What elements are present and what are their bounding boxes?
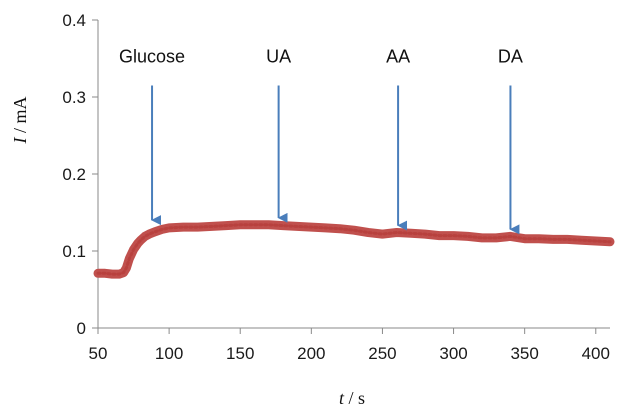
y-tick-label: 0.3 xyxy=(62,88,86,107)
x-tick-label: 300 xyxy=(439,344,467,363)
annotation-label: UA xyxy=(266,46,291,66)
x-axis-variable: t xyxy=(339,388,345,408)
y-tick-label: 0 xyxy=(77,319,86,338)
x-tick-label: 200 xyxy=(297,344,325,363)
x-tick-label: 250 xyxy=(368,344,396,363)
series-line-texture xyxy=(96,223,612,276)
annotation-label: Glucose xyxy=(119,46,185,66)
annotation-layer: Glucose UA AA DA xyxy=(119,46,523,235)
x-tick-label: 150 xyxy=(226,344,254,363)
y-axis-title: I / mA xyxy=(10,96,30,144)
x-axis-title: t / s xyxy=(339,388,365,408)
y-tick-label: 0.2 xyxy=(62,165,86,184)
y-axis-variable: I xyxy=(10,137,30,145)
y-axis-unit: / mA xyxy=(10,96,30,137)
x-tick-label: 400 xyxy=(582,344,610,363)
x-tick-label: 100 xyxy=(155,344,183,363)
annotation-label: AA xyxy=(386,46,410,66)
y-tick-label: 0.4 xyxy=(62,11,86,30)
series-line xyxy=(93,220,615,279)
y-ticks: 0 0.1 0.2 0.3 0.4 xyxy=(62,11,98,338)
x-tick-label: 50 xyxy=(89,344,108,363)
x-tick-label: 350 xyxy=(510,344,538,363)
y-tick-label: 0.1 xyxy=(62,242,86,261)
annotation-label: DA xyxy=(498,46,523,66)
series-layer xyxy=(93,220,615,279)
x-ticks: 50 100 150 200 250 300 350 400 xyxy=(89,328,610,363)
x-axis-unit: / s xyxy=(344,388,365,408)
